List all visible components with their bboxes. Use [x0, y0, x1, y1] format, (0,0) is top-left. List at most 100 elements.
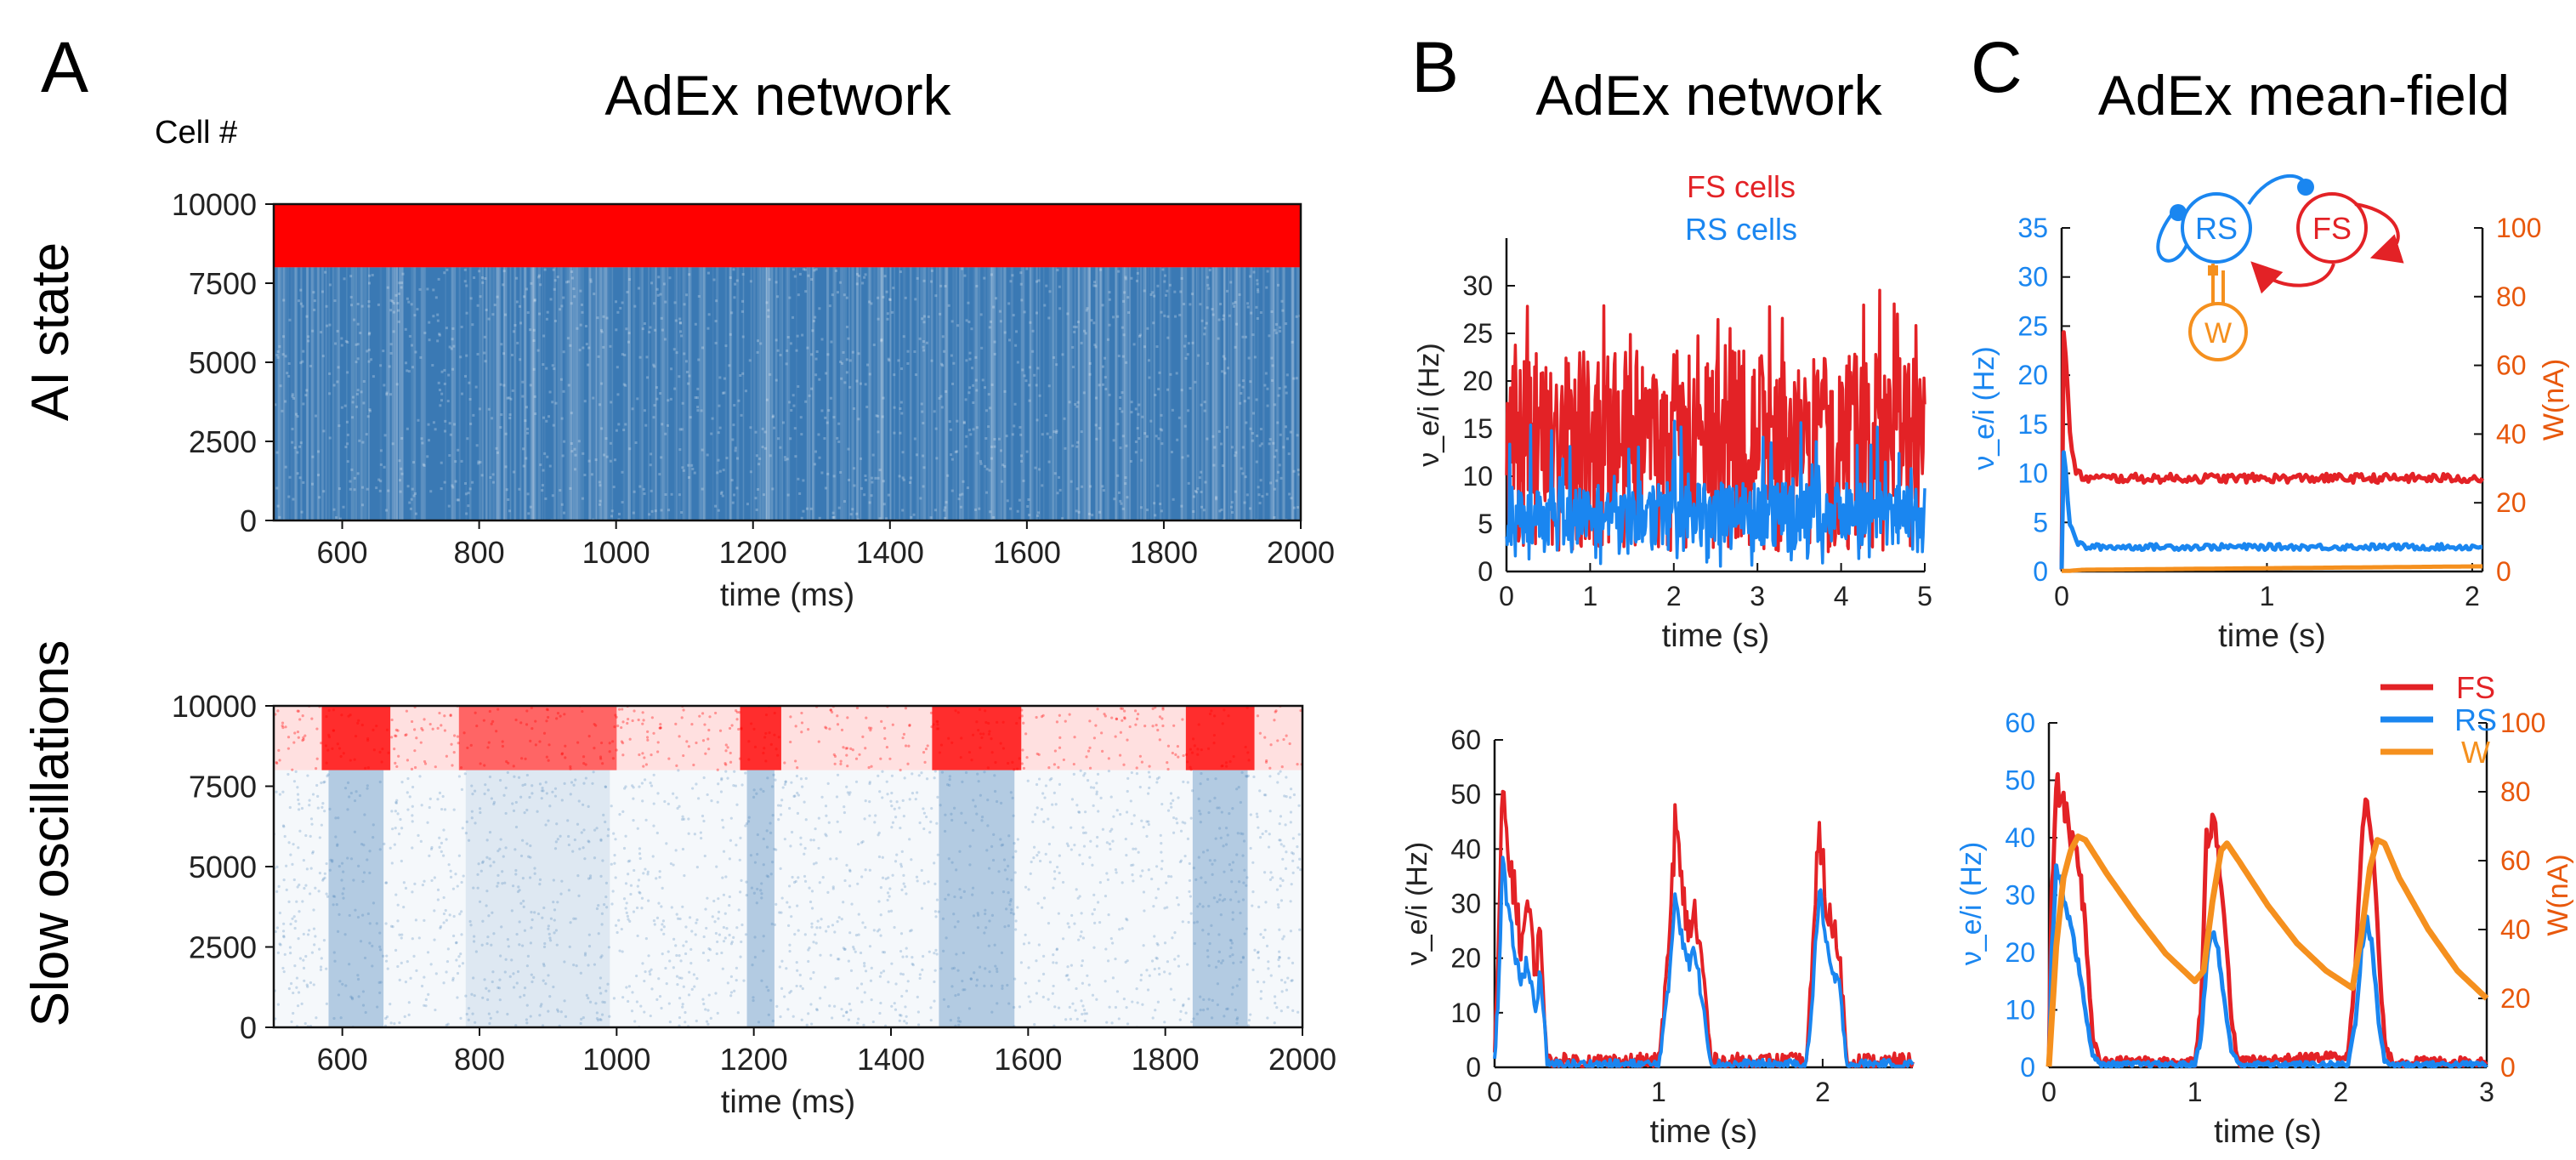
- raster-spike: [803, 846, 807, 850]
- raster-spike: [1279, 899, 1284, 902]
- raster-spike: [1226, 1007, 1229, 1010]
- raster-spike: [512, 809, 516, 812]
- raster-texture-dot: [755, 454, 758, 458]
- raster-spike: [1145, 820, 1149, 823]
- raster-spike: [1057, 1006, 1061, 1009]
- raster-spike: [1178, 1018, 1182, 1021]
- raster-spike: [869, 979, 873, 982]
- raster-spike: [1196, 748, 1200, 751]
- raster-spike: [1101, 827, 1105, 831]
- raster-spike: [842, 746, 845, 749]
- raster-spike: [893, 807, 896, 810]
- x-tick-label: 0: [1487, 1077, 1502, 1107]
- raster-spike: [456, 996, 459, 999]
- raster-spike: [285, 864, 288, 867]
- raster-texture-line: [1180, 267, 1182, 520]
- raster-spike: [363, 956, 367, 960]
- raster-spike: [1011, 796, 1014, 799]
- raster-texture-line: [1192, 267, 1194, 520]
- raster-texture-dot: [1189, 303, 1192, 306]
- raster-spike: [745, 880, 748, 884]
- raster-spike: [1193, 941, 1196, 946]
- raster-spike: [646, 730, 650, 733]
- raster-spike: [773, 923, 777, 926]
- raster-spike: [914, 798, 917, 801]
- raster-spike: [672, 863, 675, 867]
- raster-texture-dot: [345, 420, 349, 424]
- raster-texture-dot: [553, 367, 556, 371]
- raster-spike: [525, 964, 529, 968]
- raster-spike: [1106, 959, 1110, 963]
- raster-spike: [705, 1020, 709, 1023]
- raster-spike: [762, 935, 765, 938]
- raster-texture-line: [736, 267, 740, 520]
- raster-texture-line: [399, 267, 402, 520]
- raster-texture-dot: [792, 268, 795, 271]
- raster-spike: [1148, 786, 1151, 790]
- raster-texture-dot: [436, 319, 440, 322]
- raster-texture-dot: [696, 387, 700, 390]
- raster-texture-dot: [1053, 430, 1056, 434]
- raster-spike: [899, 932, 904, 935]
- raster-spike: [800, 711, 803, 715]
- raster-spike: [687, 817, 690, 821]
- raster-spike: [1000, 801, 1003, 805]
- raster-spike: [348, 913, 351, 918]
- raster-spike: [627, 985, 632, 988]
- raster-spike: [891, 873, 894, 877]
- raster-texture-dot: [739, 374, 742, 378]
- raster-spike: [411, 785, 415, 789]
- raster-spike: [867, 765, 871, 770]
- raster-spike: [1216, 1003, 1219, 1007]
- raster-texture-dot: [883, 275, 887, 278]
- raster-texture-dot: [581, 310, 584, 314]
- raster-spike: [863, 964, 866, 968]
- raster-spike: [740, 940, 743, 944]
- raster-spike: [1036, 752, 1039, 756]
- raster-spike: [885, 745, 889, 749]
- raster-spike: [824, 725, 827, 729]
- raster-spike: [1241, 955, 1245, 958]
- raster-spike: [499, 838, 502, 841]
- raster-spike: [1047, 998, 1050, 1001]
- raster-spike: [751, 964, 754, 967]
- raster-texture-dot: [451, 486, 455, 489]
- raster-spike: [470, 784, 474, 788]
- raster-spike: [665, 982, 668, 986]
- raster-spike: [843, 805, 846, 809]
- raster-texture-dot: [650, 489, 653, 492]
- raster-spike: [1236, 832, 1240, 835]
- raster-spike: [283, 834, 287, 839]
- raster-texture-dot: [529, 505, 532, 509]
- raster-spike: [1022, 721, 1025, 725]
- raster-spike: [353, 799, 357, 803]
- raster-spike: [1177, 964, 1181, 968]
- raster-spike: [1202, 998, 1206, 1002]
- raster-spike: [576, 741, 580, 744]
- raster-texture-dot: [776, 295, 780, 299]
- raster-texture-dot: [282, 299, 286, 302]
- raster-texture-dot: [1121, 410, 1124, 413]
- raster-texture-dot: [693, 471, 696, 475]
- raster-spike: [1267, 845, 1271, 849]
- raster-spike: [641, 962, 644, 965]
- panel-letter-a: A: [41, 27, 88, 107]
- raster-texture-dot: [294, 412, 298, 416]
- raster-spike: [1143, 725, 1147, 728]
- raster-spike: [538, 1014, 542, 1017]
- raster-texture-dot: [688, 374, 691, 378]
- raster-texture-dot: [447, 373, 451, 377]
- raster-spike: [1244, 745, 1247, 749]
- raster-spike: [1206, 955, 1210, 958]
- raster-spike: [1191, 737, 1195, 741]
- raster-texture-dot: [529, 328, 532, 332]
- raster-spike: [1208, 941, 1211, 946]
- raster-texture-dot: [794, 455, 797, 458]
- raster-spike: [1044, 852, 1047, 856]
- raster-texture-dot: [359, 332, 362, 335]
- raster-texture-dot: [310, 482, 314, 486]
- raster-spike: [1224, 761, 1228, 765]
- raster-texture-dot: [524, 419, 527, 423]
- raster-spike: [531, 726, 534, 731]
- raster-spike: [735, 709, 738, 713]
